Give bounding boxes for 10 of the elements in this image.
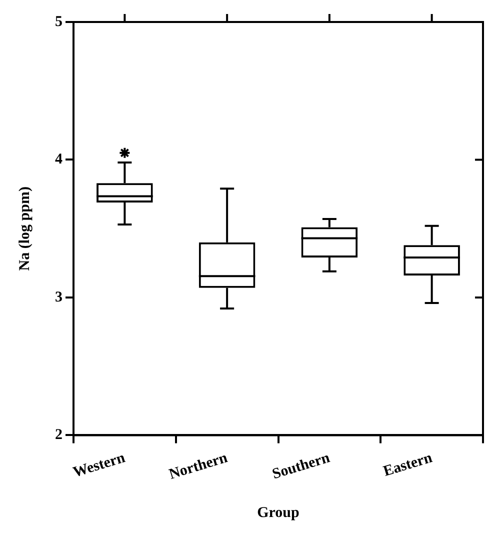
y-tick-label: 3 <box>55 289 62 306</box>
y-tick-label: 2 <box>55 427 62 444</box>
x-tick-label: Southern <box>270 450 332 483</box>
y-tick-label: 4 <box>55 152 63 168</box>
y-axis-title: Na (log ppm) <box>16 186 33 271</box>
x-tick-label: Western <box>71 450 128 481</box>
x-tick-label: Northern <box>167 450 230 483</box>
x-tick-label: Eastern <box>382 450 435 480</box>
x-axis-title: Group <box>257 504 300 521</box>
y-tick-label: 5 <box>55 14 62 30</box>
